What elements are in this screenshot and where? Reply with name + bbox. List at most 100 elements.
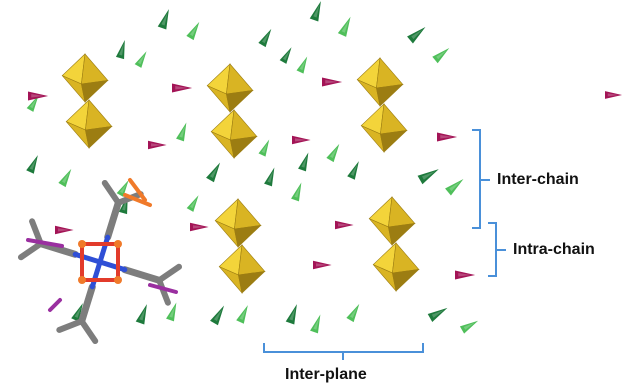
green-anion bbox=[279, 47, 292, 64]
magenta-anion-highlight bbox=[31, 94, 45, 98]
magenta-anion bbox=[437, 132, 458, 142]
octahedron bbox=[360, 103, 408, 154]
magenta-anion-highlight bbox=[440, 135, 454, 139]
green-anion-highlight bbox=[329, 147, 338, 159]
green-anion-highlight bbox=[436, 50, 447, 60]
magenta-anion bbox=[28, 91, 49, 101]
green-anion-highlight bbox=[449, 181, 461, 192]
green-anion bbox=[298, 152, 309, 172]
green-anion bbox=[459, 320, 479, 334]
green-anion-highlight bbox=[119, 43, 124, 56]
octahedron-face bbox=[85, 125, 113, 149]
octahedron-face bbox=[380, 103, 408, 135]
magenta-anion bbox=[148, 140, 167, 150]
green-anion bbox=[346, 303, 360, 323]
green-anion-highlight bbox=[289, 307, 296, 321]
octahedron-face bbox=[380, 129, 408, 153]
green-anion-highlight bbox=[301, 155, 308, 168]
green-anion-highlight bbox=[261, 142, 268, 154]
molecule-bond bbox=[26, 238, 64, 248]
green-anion-highlight bbox=[239, 308, 247, 320]
green-anion bbox=[337, 16, 351, 37]
green-anion bbox=[71, 303, 83, 322]
green-anion bbox=[26, 95, 39, 112]
magenta-anion-highlight bbox=[175, 86, 189, 90]
magenta-anion-highlight bbox=[58, 228, 70, 232]
green-anion bbox=[116, 180, 129, 197]
molecule-bond bbox=[97, 259, 128, 273]
green-anion-highlight bbox=[29, 158, 37, 170]
molecule-bond bbox=[156, 263, 183, 284]
magenta-anion-highlight bbox=[193, 225, 205, 229]
magenta-anion-highlight bbox=[316, 263, 328, 267]
green-anion-highlight bbox=[209, 165, 219, 178]
intra-chain-label: Intra-chain bbox=[513, 241, 595, 258]
molecule-bond bbox=[37, 240, 79, 258]
green-anion bbox=[296, 56, 308, 74]
magenta-anion-highlight bbox=[295, 138, 307, 142]
green-anion-highlight bbox=[189, 198, 197, 209]
molecule-bond bbox=[78, 283, 96, 325]
molecule-bond bbox=[128, 178, 147, 202]
inter-chain-bracket bbox=[472, 129, 490, 229]
bracket-group bbox=[263, 129, 506, 360]
green-anion-highlight bbox=[61, 172, 70, 184]
molecule-bond bbox=[101, 179, 122, 206]
green-anion bbox=[407, 27, 426, 44]
molecule-bond bbox=[17, 240, 44, 261]
green-anion-highlight bbox=[137, 54, 145, 65]
green-anion-highlight bbox=[29, 98, 37, 109]
green-anion bbox=[135, 304, 147, 325]
molecule-bond bbox=[123, 193, 152, 207]
octahedron-face bbox=[392, 268, 420, 292]
green-anion bbox=[134, 51, 147, 68]
octahedron bbox=[372, 242, 420, 293]
octahedron-face bbox=[392, 242, 420, 274]
green-anion bbox=[309, 1, 321, 22]
octahedron-face bbox=[226, 89, 254, 113]
octahedron-face bbox=[376, 57, 404, 89]
green-anion bbox=[347, 161, 359, 180]
green-anion bbox=[432, 48, 450, 64]
green-anion-highlight bbox=[313, 317, 320, 330]
magenta-anion-highlight bbox=[325, 80, 339, 84]
octahedron-face bbox=[81, 79, 109, 103]
octahedron-face bbox=[376, 83, 404, 107]
magenta-anion-group bbox=[28, 77, 623, 280]
molecule-bond bbox=[72, 251, 103, 265]
octahedron bbox=[61, 53, 109, 104]
green-anion bbox=[417, 169, 439, 185]
magenta-anion bbox=[335, 220, 354, 230]
octahedron bbox=[214, 198, 262, 249]
molecule-overlay bbox=[17, 178, 183, 345]
molecule-bond bbox=[97, 234, 111, 265]
green-anion bbox=[258, 139, 270, 157]
magenta-anion bbox=[455, 270, 476, 280]
octahedron-face bbox=[230, 135, 258, 159]
octahedron-face bbox=[85, 99, 113, 131]
green-anion-highlight bbox=[313, 4, 320, 18]
green-anion-highlight bbox=[261, 32, 270, 44]
magenta-anion-highlight bbox=[338, 223, 350, 227]
magenta-anion bbox=[322, 77, 343, 87]
molecule-bond bbox=[29, 218, 44, 247]
green-anion bbox=[186, 195, 199, 212]
green-anion bbox=[310, 314, 321, 334]
magenta-anion bbox=[313, 260, 332, 270]
green-anion-highlight bbox=[139, 307, 146, 321]
green-anion-highlight bbox=[119, 183, 127, 194]
octahedron bbox=[356, 57, 404, 108]
metal-atom bbox=[114, 276, 122, 284]
octahedron bbox=[206, 63, 254, 114]
magenta-anion-highlight bbox=[151, 143, 163, 147]
green-anion-highlight bbox=[74, 306, 82, 318]
green-anion bbox=[26, 155, 38, 174]
green-anion-highlight bbox=[213, 308, 223, 321]
green-anion-highlight bbox=[282, 50, 290, 61]
molecule-bond bbox=[121, 266, 163, 284]
octahedron-face bbox=[238, 270, 266, 294]
green-anion-highlight bbox=[169, 305, 176, 318]
molecule-bond bbox=[89, 259, 103, 290]
